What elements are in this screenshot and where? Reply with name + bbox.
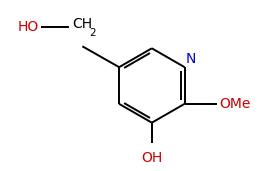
Text: OH: OH [141, 152, 162, 166]
Text: HO: HO [17, 21, 39, 35]
Text: OMe: OMe [219, 97, 251, 111]
Text: CH: CH [73, 17, 92, 31]
Text: 2: 2 [89, 28, 96, 38]
Text: N: N [186, 52, 196, 66]
